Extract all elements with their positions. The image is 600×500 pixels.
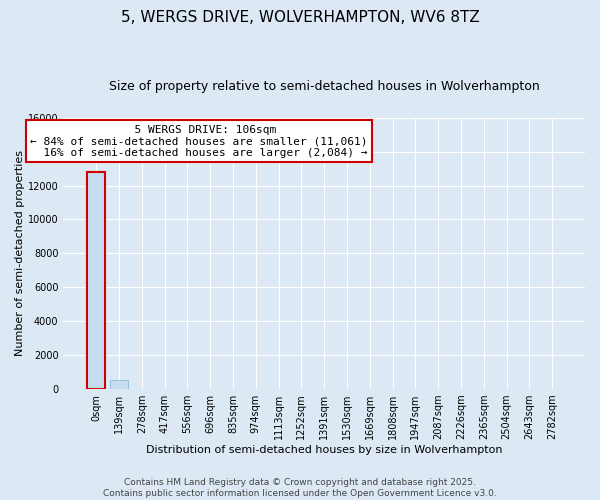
Text: Contains HM Land Registry data © Crown copyright and database right 2025.
Contai: Contains HM Land Registry data © Crown c… (103, 478, 497, 498)
Text: 5 WERGS DRIVE: 106sqm
← 84% of semi-detached houses are smaller (11,061)
  16% o: 5 WERGS DRIVE: 106sqm ← 84% of semi-deta… (30, 124, 368, 158)
Title: Size of property relative to semi-detached houses in Wolverhampton: Size of property relative to semi-detach… (109, 80, 539, 93)
Bar (110, 380, 128, 389)
Y-axis label: Number of semi-detached properties: Number of semi-detached properties (15, 150, 25, 356)
Bar (87, 172, 106, 389)
Text: 5, WERGS DRIVE, WOLVERHAMPTON, WV6 8TZ: 5, WERGS DRIVE, WOLVERHAMPTON, WV6 8TZ (121, 10, 479, 25)
X-axis label: Distribution of semi-detached houses by size in Wolverhampton: Distribution of semi-detached houses by … (146, 445, 502, 455)
